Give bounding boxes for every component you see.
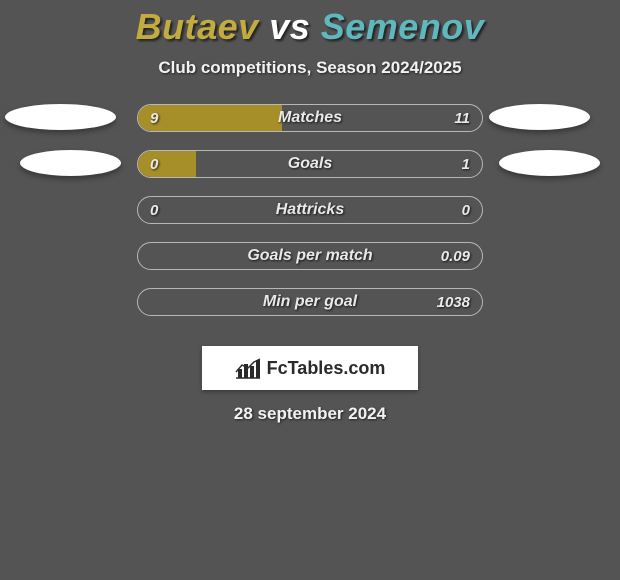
stat-bar: Goals01: [137, 150, 483, 178]
comparison-rows: Matches911Goals01Hattricks00Goals per ma…: [0, 104, 620, 334]
stat-label: Goals per match: [138, 243, 482, 269]
stat-row: Hattricks0 0: [0, 196, 620, 242]
player1-name: Butaev: [136, 6, 259, 47]
stat-row: Goals per match0.09: [0, 242, 620, 288]
player2-value: 0: [462, 197, 470, 223]
player1-value: 0: [150, 197, 158, 223]
bar-chart-icon: [235, 357, 261, 379]
player1-value: 0: [150, 151, 158, 177]
page-title: Butaev vs Semenov: [0, 6, 620, 48]
stat-row: Goals01: [0, 150, 620, 196]
date-caption: 28 september 2024: [0, 404, 620, 424]
player2-name: Semenov: [321, 6, 485, 47]
player2-value: 0.09: [441, 243, 470, 269]
player1-value: 9: [150, 105, 158, 131]
player2-value: 1038: [437, 289, 470, 315]
stat-label: Min per goal: [138, 289, 482, 315]
logo-text: FcTables.com: [267, 358, 386, 379]
player2-value: 11: [454, 105, 470, 131]
fctables-logo[interactable]: FcTables.com: [202, 346, 418, 390]
stat-label: Hattricks: [138, 197, 482, 223]
comparison-card: Butaev vs Semenov Club competitions, Sea…: [0, 0, 620, 424]
stat-bar: Goals per match0.09: [137, 242, 483, 270]
subtitle: Club competitions, Season 2024/2025: [0, 58, 620, 78]
vs-text: vs: [259, 6, 321, 47]
player1-bar-fill: [138, 151, 196, 177]
stat-row: Matches911: [0, 104, 620, 150]
stat-bar: Min per goal1038: [137, 288, 483, 316]
player1-bar-fill: [138, 105, 282, 131]
stat-bar: Hattricks0 0: [137, 196, 483, 224]
stat-bar: Matches911: [137, 104, 483, 132]
stat-row: Min per goal1038: [0, 288, 620, 334]
player2-value: 1: [462, 151, 470, 177]
